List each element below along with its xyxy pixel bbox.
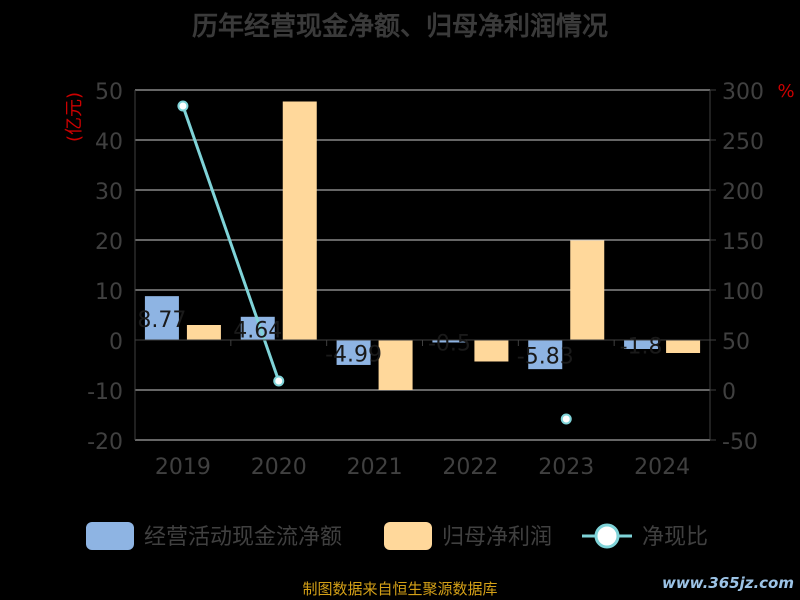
y-tick-label: 30 [95,180,123,205]
legend-label-operating-cash: 经营活动现金流净额 [144,525,342,550]
data-label-operating-cash: 4.64 [233,318,282,343]
bar-net-profit [186,325,221,340]
y2-tick-label: 0 [722,380,736,405]
y-axis-unit: (亿元) [64,92,85,142]
axes: 50403020100-10-20300250200150100500-50(亿… [64,80,795,480]
data-label-operating-cash: -0.5 [428,331,471,356]
legend-label-net-profit: 归母净利润 [442,525,552,550]
y2-axis-unit: % [777,81,794,102]
data-labels: 8.77 4.64 -4.99 -0.5 -5.83 -1.8 [137,308,662,370]
bar-operating-cash [624,340,659,349]
y-tick-label: -10 [87,380,123,405]
ratio-point [560,413,572,425]
bar-net-profit [378,340,413,390]
ratio-point [177,100,189,112]
x-tick-label: 2024 [634,455,690,480]
bar-operating-cash [144,296,179,340]
ratio-line [181,105,281,382]
bar-operating-cash [240,316,275,340]
bar-net-profit [474,340,509,362]
data-label-operating-cash: 8.77 [137,308,186,333]
x-tick-label: 2021 [347,455,403,480]
bar-operating-cash [336,340,371,365]
y-tick-label: 20 [95,230,123,255]
x-tick-label: 2020 [251,455,307,480]
y-tick-label: 10 [95,280,123,305]
legend-swatch-net-profit [384,522,432,550]
chart-title: 历年经营现金净额、归母净利润情况 [191,12,608,42]
x-tick-label: 2023 [538,455,594,480]
legend-label-ratio: 净现比 [642,525,708,550]
grid-lines [135,89,710,441]
y-tick-label: -20 [87,430,123,455]
y2-tick-label: 300 [722,80,764,105]
ratio-point [273,375,285,387]
bar-net-profit [570,240,605,340]
data-label-operating-cash: -1.8 [620,335,663,360]
y2-tick-label: 50 [722,330,750,355]
y2-tick-label: 100 [722,280,764,305]
y-tick-label: 0 [109,330,123,355]
ratio-line-series [177,100,572,425]
source-note: 制图数据来自恒生聚源数据库 [302,580,498,598]
bar-operating-cash [528,340,563,370]
x-tick-label: 2019 [155,455,211,480]
watermark: www.365jz.com [661,574,794,592]
x-tick-label: 2022 [442,455,498,480]
legend-swatch-operating-cash [86,522,134,550]
y2-tick-label: -50 [722,430,758,455]
y2-tick-label: 250 [722,130,764,155]
bar-net-profit [666,340,701,353]
y-tick-label: 50 [95,80,123,105]
y2-tick-label: 150 [722,230,764,255]
y-tick-label: 40 [95,130,123,155]
legend: 经营活动现金流净额 归母净利润 净现比 [86,522,708,550]
data-label-operating-cash: -4.99 [325,342,382,367]
data-label-operating-cash: -5.83 [517,345,574,370]
legend-marker-ratio [594,523,620,549]
bar-net-profit [282,101,317,340]
bar-operating-cash [432,340,467,343]
y2-tick-label: 200 [722,180,764,205]
bar-series [144,101,701,390]
